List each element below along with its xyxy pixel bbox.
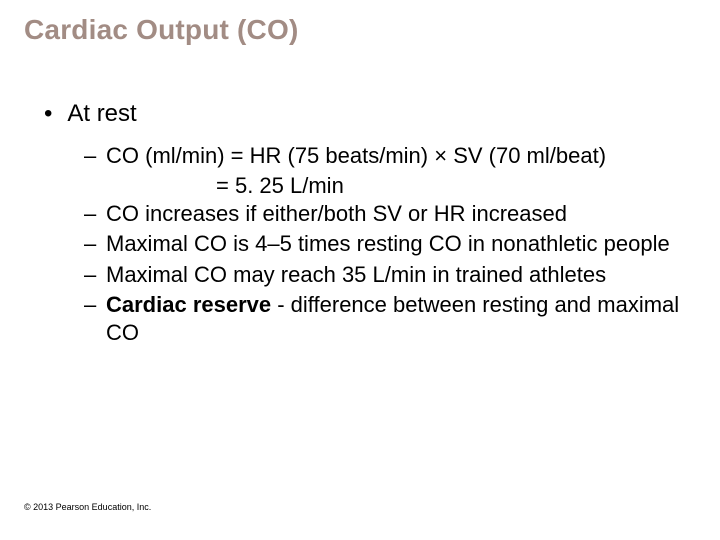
list-item-continuation: = 5. 25 L/min	[216, 172, 696, 200]
list-item: – Cardiac reserve - difference between r…	[84, 291, 696, 347]
dash-icon: –	[84, 261, 106, 289]
bullet-dot-icon: •	[44, 100, 62, 128]
main-bullet: • At rest	[44, 100, 696, 128]
dash-icon: –	[84, 230, 106, 258]
list-item-text: Maximal CO may reach 35 L/min in trained…	[106, 261, 696, 289]
list-item: – Maximal CO may reach 35 L/min in train…	[84, 261, 696, 289]
list-item: – CO (ml/min) = HR (75 beats/min) × SV (…	[84, 142, 696, 170]
list-item-text: Cardiac reserve - difference between res…	[106, 291, 696, 347]
list-item: – CO increases if either/both SV or HR i…	[84, 200, 696, 228]
dash-icon: –	[84, 200, 106, 228]
list-item-text: CO (ml/min) = HR (75 beats/min) × SV (70…	[106, 142, 696, 170]
list-item: – Maximal CO is 4–5 times resting CO in …	[84, 230, 696, 258]
list-item-text: Maximal CO is 4–5 times resting CO in no…	[106, 230, 696, 258]
dash-icon: –	[84, 142, 106, 170]
sub-list: – CO (ml/min) = HR (75 beats/min) × SV (…	[84, 142, 696, 347]
copyright-text: © 2013 Pearson Education, Inc.	[24, 502, 151, 512]
list-item-text: CO increases if either/both SV or HR inc…	[106, 200, 696, 228]
bold-term: Cardiac reserve	[106, 292, 271, 317]
slide-title: Cardiac Output (CO)	[24, 14, 696, 46]
main-bullet-text: At rest	[67, 100, 136, 127]
slide: Cardiac Output (CO) • At rest – CO (ml/m…	[0, 0, 720, 540]
dash-icon: –	[84, 291, 106, 347]
